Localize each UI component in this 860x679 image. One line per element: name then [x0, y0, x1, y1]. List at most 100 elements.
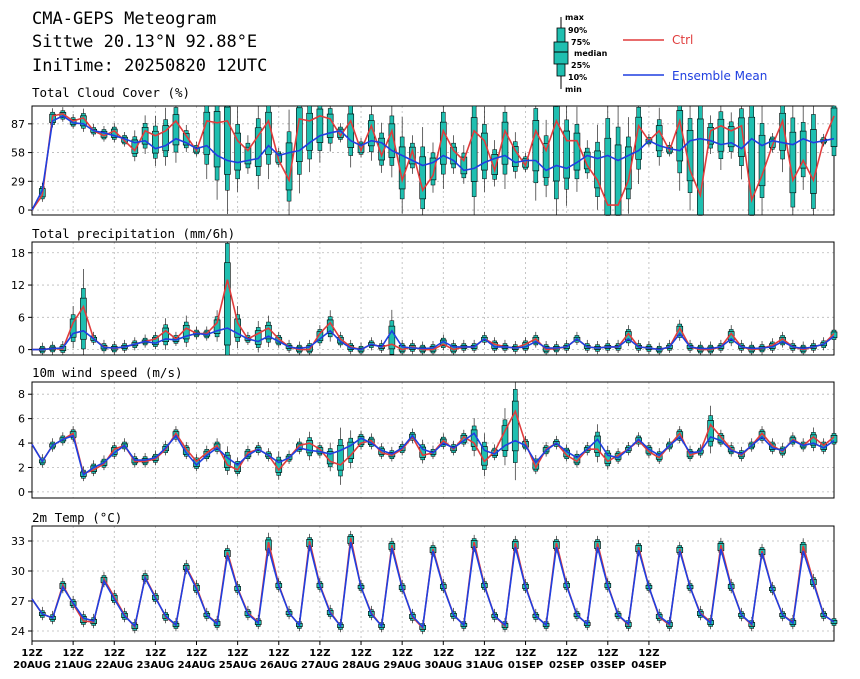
ensemble-box [224, 105, 231, 215]
ensemble-box [604, 445, 612, 470]
ensemble-box [152, 115, 159, 166]
ensemble-box [799, 106, 807, 190]
ensemble-box [244, 135, 252, 174]
ensemble-box [511, 382, 519, 481]
y-tick-label: 30 [11, 565, 25, 578]
ensemble-box [80, 269, 87, 355]
ensemble-box [738, 106, 745, 180]
panel-title: 2m Temp (°C) [32, 510, 122, 525]
panel-title: Total Cloud Cover (%) [32, 85, 190, 100]
ensemble-box [347, 430, 355, 469]
x-tick-hour-label: 12Z [186, 648, 207, 659]
panel-title: 10m wind speed (m/s) [32, 365, 183, 380]
x-tick-date-label: 02SEP [549, 660, 584, 671]
y-tick-label: 4 [18, 437, 25, 450]
panel-3: 2m Temp (°C) 24 27 30 33 [11, 510, 838, 642]
ensemble-box [501, 408, 509, 466]
y-tick-label: 58 [11, 147, 25, 160]
ensemble-box [182, 441, 190, 460]
x-tick-hour-label: 12Z [515, 648, 536, 659]
ensemble-box [398, 117, 406, 214]
x-tick-date-label: 28AUG [342, 660, 380, 671]
ensemble-box [306, 105, 313, 173]
ensemble-box [265, 315, 272, 348]
panel-1: Total precipitation (mm/6h) 0 6 12 18 [11, 226, 838, 357]
ensemble-box [439, 334, 447, 351]
ensemble-box [470, 105, 478, 215]
chart-title: CMA-GEPS Meteogram [32, 9, 216, 29]
y-tick-label: 0 [18, 486, 25, 499]
ensemble-box [234, 306, 241, 349]
ensemble-box [409, 135, 416, 174]
ensemble-box [563, 444, 570, 462]
ensemble-box [758, 426, 766, 444]
legend-ctrl-label: Ctrl [672, 33, 693, 47]
ctrl-series-line [32, 279, 835, 351]
x-tick-date-label: 26AUG [260, 660, 298, 671]
ensemble-box [254, 320, 262, 353]
y-tick-label: 12 [11, 279, 25, 292]
x-tick-date-label: 01SEP [508, 660, 543, 671]
y-tick-label: 6 [18, 413, 25, 426]
ensemble-box [779, 105, 786, 173]
x-tick-date-label: 23AUG [137, 660, 175, 671]
ensemble-box [758, 106, 766, 215]
y-tick-label: 24 [11, 625, 25, 638]
ensemble-box [491, 337, 498, 354]
ensemble-box [511, 132, 519, 179]
ensemble-box [69, 306, 77, 349]
y-tick-label: 8 [18, 388, 25, 401]
y-tick-label: 87 [11, 118, 25, 131]
ensemble-box [285, 109, 293, 215]
ensemble-box [172, 106, 180, 163]
x-tick-date-label: 03SEP [590, 660, 625, 671]
ensemble-box [224, 446, 231, 475]
panel-0: Total Cloud Cover (%) 0 29 58 87 [11, 85, 838, 217]
x-tick-date-label: 20AUG [13, 660, 51, 671]
ensemble-mean-series-line [31, 541, 835, 629]
ensemble-box [326, 442, 334, 472]
box-legend-glyph [553, 17, 569, 89]
ensemble-box [337, 123, 344, 143]
y-tick-label: 33 [11, 535, 25, 548]
ensemble-box [347, 105, 355, 168]
init-time-label: IniTime: 20250820 12UTC [32, 56, 267, 76]
ensemble-box [306, 431, 313, 461]
ensemble-box [80, 108, 87, 132]
x-tick-hour-label: 12Z [21, 648, 42, 659]
ensemble-box [337, 427, 344, 485]
ensemble-box [830, 429, 838, 447]
x-tick-date-label: 31AUG [466, 660, 504, 671]
ensemble-box [573, 106, 581, 192]
ensemble-box [388, 106, 396, 178]
x-axis: 12Z20AUG12Z21AUG12Z22AUG12Z23AUG12Z24AUG… [13, 641, 667, 671]
ensemble-box [676, 319, 684, 341]
ensemble-mean-series-line [31, 432, 835, 477]
panel-frame [31, 525, 835, 642]
ensemble-box [717, 429, 725, 447]
ensemble-box [460, 145, 468, 184]
ensemble-box [830, 105, 838, 170]
ensemble-box [563, 106, 570, 206]
ensemble-box [481, 433, 488, 477]
ensemble-mean-series-line [31, 114, 835, 211]
x-tick-hour-label: 12Z [145, 648, 166, 659]
x-tick-date-label: 29AUG [383, 660, 421, 671]
ensemble-box [460, 429, 468, 447]
ensemble-box [594, 424, 601, 463]
x-tick-hour-label: 12Z [350, 648, 371, 659]
x-tick-date-label: 25AUG [219, 660, 257, 671]
ensemble-box [625, 117, 632, 214]
ensemble-box [388, 309, 396, 355]
ensemble-box [326, 106, 334, 152]
legend-median-label: median [574, 49, 608, 58]
panels: Total Cloud Cover (%) 0 29 58 87 Total precip… [11, 85, 838, 642]
ensemble-box [213, 105, 221, 200]
ensemble-box [265, 105, 272, 180]
panel-title: Total precipitation (mm/6h) [32, 226, 235, 241]
ensemble-box [635, 106, 642, 185]
location-label: Sittwe 20.13°N 92.88°E [32, 32, 257, 52]
x-tick-hour-label: 12Z [474, 648, 495, 659]
ensemble-box [727, 112, 735, 159]
ensemble-box [203, 105, 211, 180]
